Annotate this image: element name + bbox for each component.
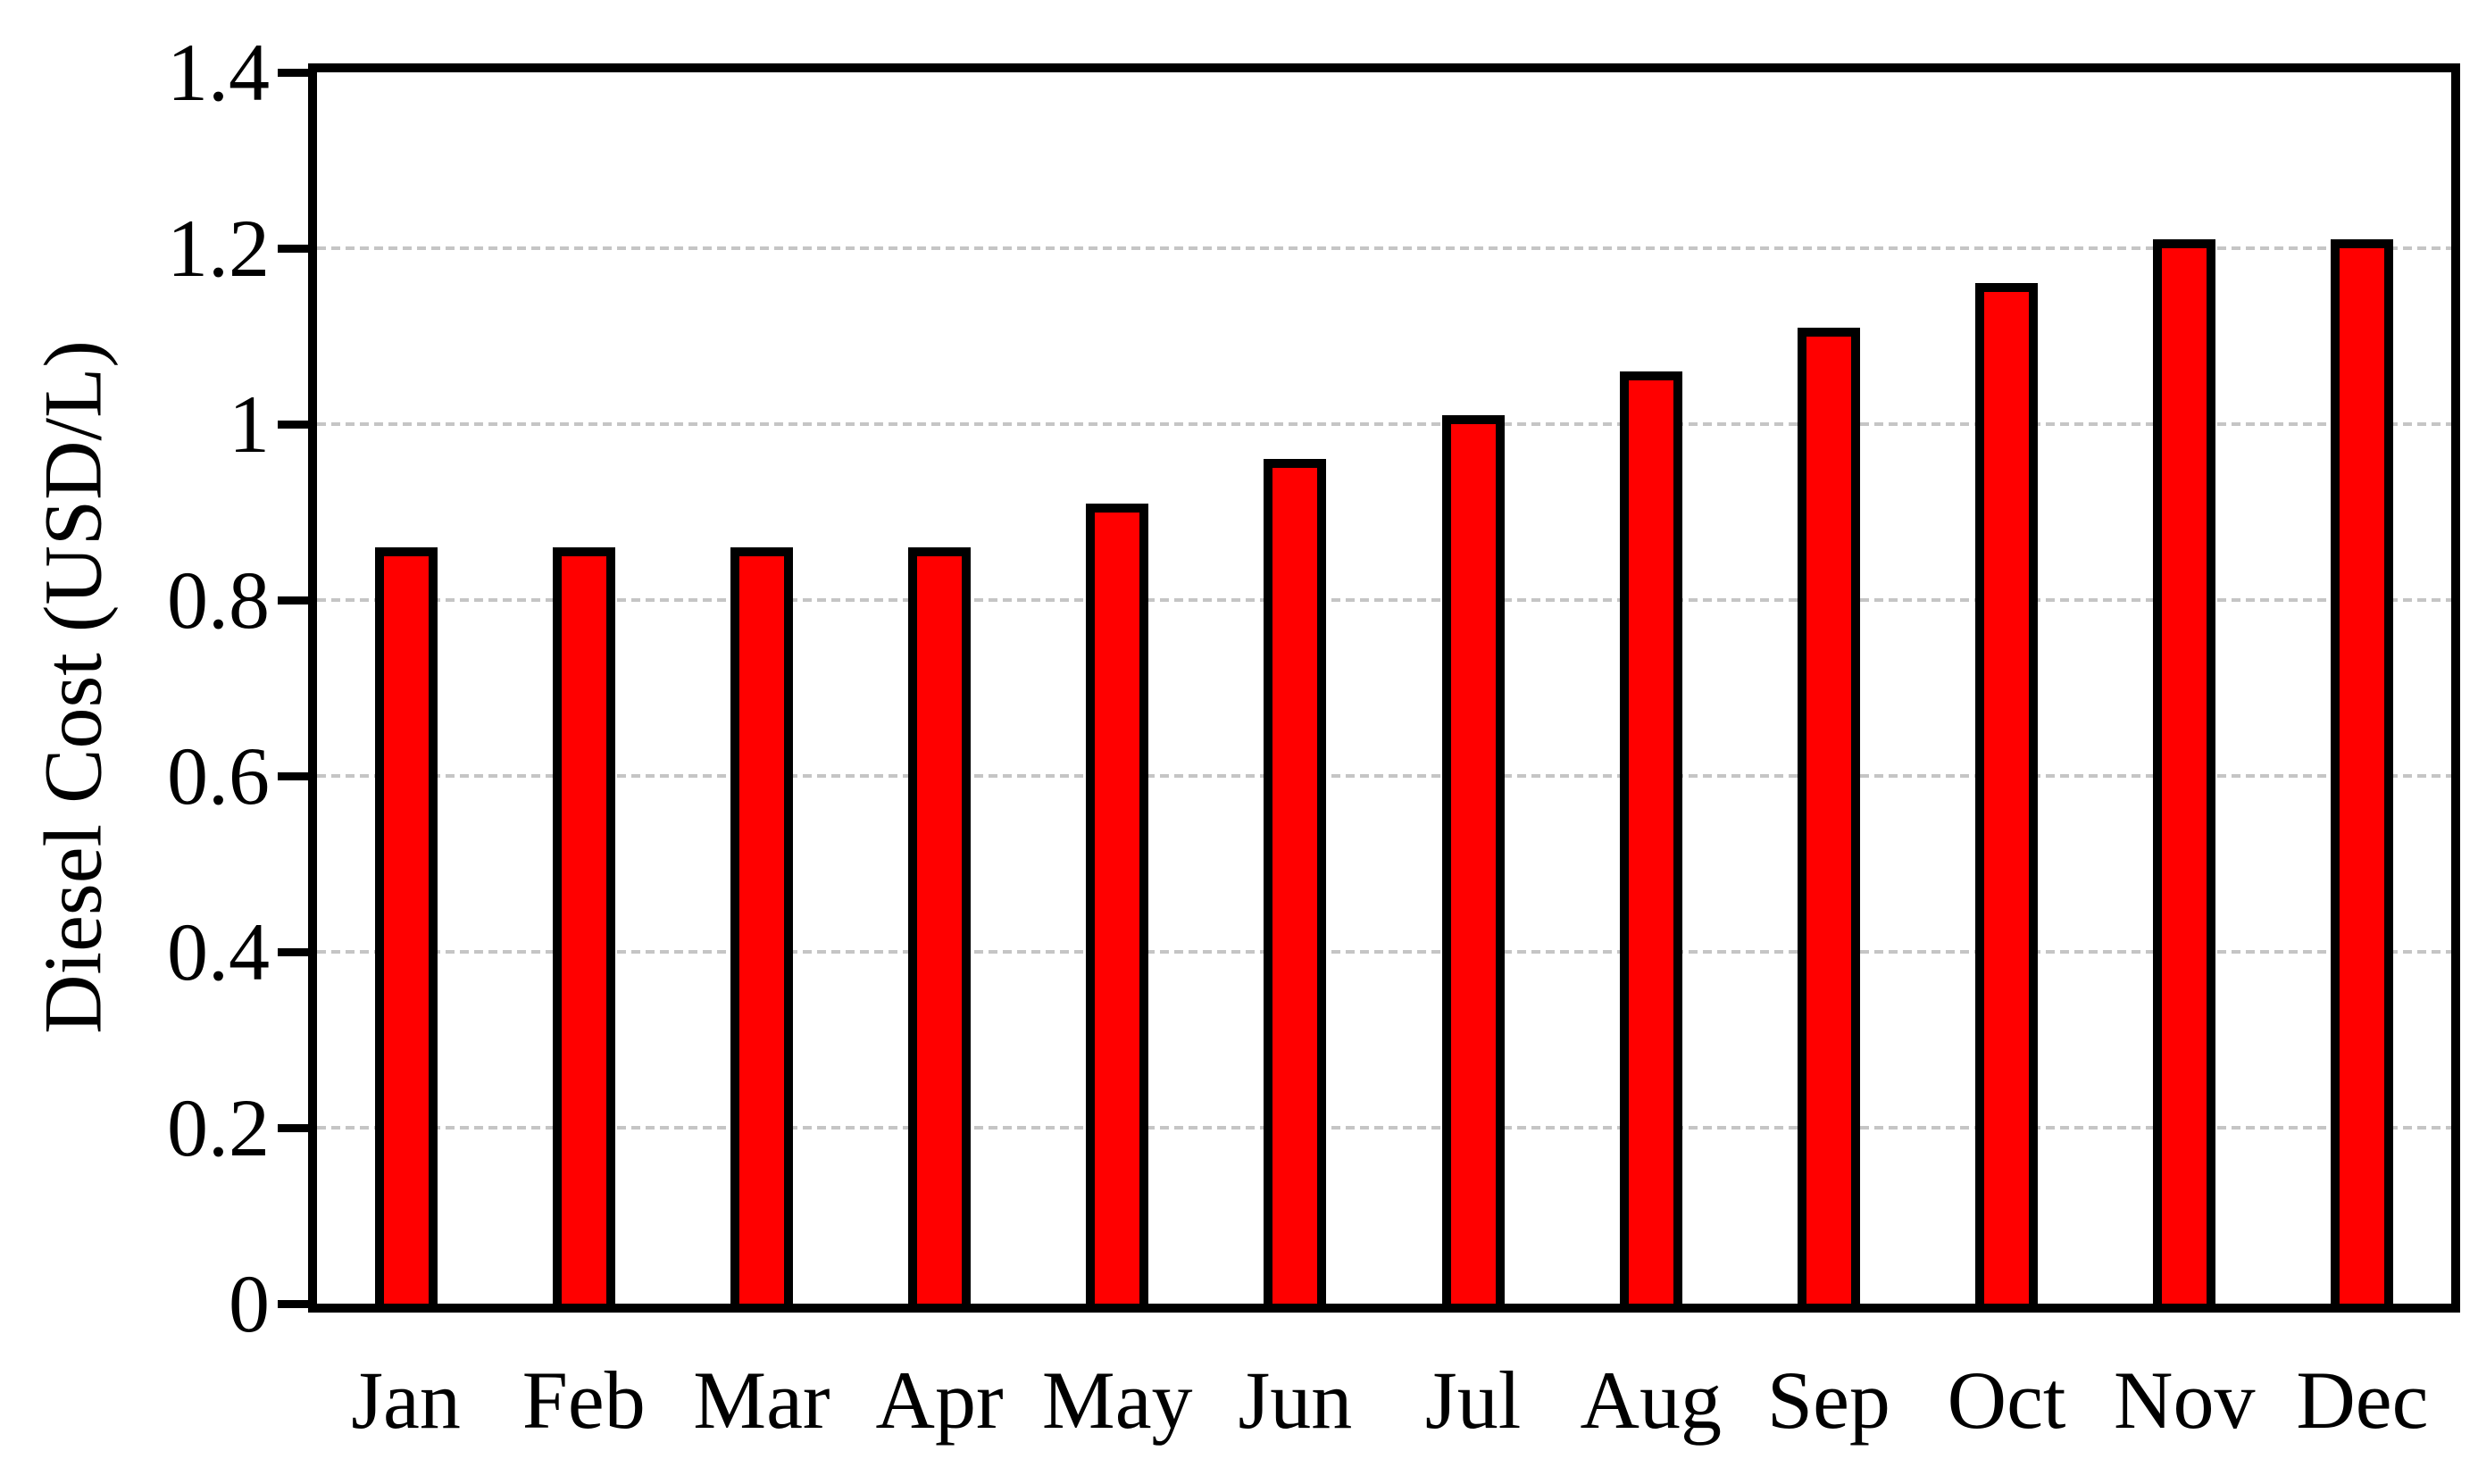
y-axis-tick-0 — [278, 1299, 308, 1308]
y-axis-tick-0.2 — [278, 1123, 308, 1132]
y-axis-tick-label-0.6: 0.6 — [167, 730, 270, 821]
gridline-0.8 — [317, 598, 2451, 602]
x-axis-label-jun: Jun — [1238, 1355, 1353, 1446]
x-axis-label-dec: Dec — [2296, 1355, 2429, 1446]
x-axis-label-jul: Jul — [1424, 1355, 1522, 1446]
y-axis-tick-1.2 — [278, 244, 308, 253]
x-axis-label-apr: Apr — [875, 1355, 1004, 1446]
y-axis-tick-label-1.2: 1.2 — [167, 203, 270, 294]
x-axis-label-sep: Sep — [1766, 1355, 1890, 1446]
gridline-1.2 — [317, 246, 2451, 250]
bar-jun — [1264, 459, 1327, 1304]
bar-aug — [1619, 371, 1682, 1304]
x-axis-label-nov: Nov — [2114, 1355, 2256, 1446]
bar-jul — [1441, 415, 1505, 1304]
bar-nov — [2153, 239, 2216, 1304]
x-axis-label-aug: Aug — [1580, 1355, 1722, 1446]
y-axis-tick-label-1.4: 1.4 — [167, 27, 270, 118]
x-axis-label-mar: Mar — [693, 1355, 830, 1446]
gridline-1 — [317, 422, 2451, 426]
bar-sep — [1797, 328, 1860, 1304]
x-axis-label-jan: Jan — [351, 1355, 461, 1446]
plot-area — [308, 63, 2460, 1313]
y-axis-tick-label-1: 1 — [229, 379, 270, 470]
bar-may — [1086, 504, 1149, 1304]
gridline-0.4 — [317, 950, 2451, 954]
y-axis-tick-0.6 — [278, 771, 308, 780]
y-axis-tick-label-0: 0 — [229, 1258, 270, 1349]
y-axis-tick-label-0.2: 0.2 — [167, 1082, 270, 1173]
bar-feb — [552, 547, 615, 1304]
bar-jan — [374, 547, 438, 1304]
bar-apr — [908, 547, 972, 1304]
bar-mar — [730, 547, 793, 1304]
y-axis-tick-label-0.8: 0.8 — [167, 554, 270, 646]
bar-dec — [2331, 239, 2394, 1304]
x-axis-label-feb: Feb — [521, 1355, 646, 1446]
y-axis-tick-0.8 — [278, 596, 308, 604]
y-axis-tick-1 — [278, 420, 308, 429]
gridline-0.6 — [317, 774, 2451, 778]
y-axis-tick-label-0.4: 0.4 — [167, 906, 270, 997]
bar-oct — [1975, 283, 2039, 1304]
x-axis-label-may: May — [1041, 1355, 1193, 1446]
y-axis-tick-1.4 — [278, 68, 308, 77]
gridline-0.2 — [317, 1126, 2451, 1130]
y-axis-tick-0.4 — [278, 947, 308, 956]
x-axis-label-oct: Oct — [1947, 1355, 2066, 1446]
